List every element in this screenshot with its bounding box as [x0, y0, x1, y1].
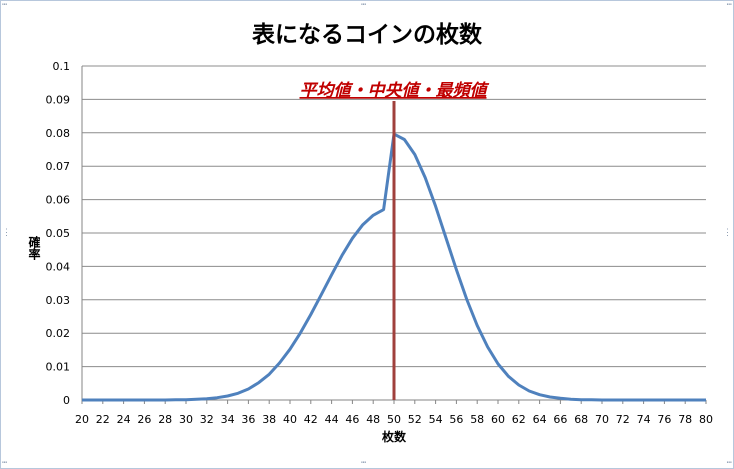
- y-tick-label: 0.1: [53, 60, 71, 73]
- x-tick-label: 74: [637, 413, 651, 426]
- x-tick-label: 22: [96, 413, 110, 426]
- x-tick-label: 66: [553, 413, 567, 426]
- chart-title: 表になるコインの枚数: [252, 21, 483, 48]
- resize-handle-top[interactable]: ⋯: [361, 0, 367, 10]
- resize-handle-bottom[interactable]: ⋯: [361, 458, 367, 468]
- x-tick-label: 42: [304, 413, 318, 426]
- y-tick-label: 0.03: [46, 294, 71, 307]
- y-tick-label: 0.08: [46, 127, 71, 140]
- x-tick-label: 64: [533, 413, 547, 426]
- resize-handle-left[interactable]: ⋮: [2, 228, 11, 238]
- x-tick-label: 34: [221, 413, 235, 426]
- x-tick-label: 32: [200, 413, 214, 426]
- y-tick-label: 0.09: [46, 93, 71, 106]
- y-tick-label: 0.02: [46, 327, 71, 340]
- x-tick-label: 80: [699, 413, 713, 426]
- y-tick-label: 0.04: [46, 260, 71, 273]
- x-tick-label: 26: [137, 413, 151, 426]
- mean-median-mode-label: 平均値・中央値・最頻値: [300, 81, 490, 101]
- resize-handle-bottom-right[interactable]: ⋯: [726, 458, 732, 468]
- x-tick-label: 48: [366, 413, 380, 426]
- x-tick-label: 40: [283, 413, 297, 426]
- resize-handle-top-left[interactable]: ⋯: [2, 0, 8, 10]
- x-tick-label: 36: [241, 413, 255, 426]
- x-tick-label: 54: [429, 413, 443, 426]
- y-tick-label: 0.06: [46, 194, 71, 207]
- x-tick-label: 50: [387, 413, 401, 426]
- x-tick-label: 56: [449, 413, 463, 426]
- x-tick-label: 58: [470, 413, 484, 426]
- x-tick-label: 70: [595, 413, 609, 426]
- x-tick-label: 30: [179, 413, 193, 426]
- y-tick-label: 0: [63, 394, 70, 407]
- x-tick-label: 62: [512, 413, 526, 426]
- x-tick-label: 60: [491, 413, 505, 426]
- x-tick-label: 78: [678, 413, 692, 426]
- x-tick-label: 24: [117, 413, 131, 426]
- x-tick-label: 72: [616, 413, 630, 426]
- x-tick-label: 44: [325, 413, 339, 426]
- x-tick-label: 76: [657, 413, 671, 426]
- x-tick-label: 20: [75, 413, 89, 426]
- x-tick-label: 52: [408, 413, 422, 426]
- x-tick-label: 38: [262, 413, 276, 426]
- x-axis-label: 枚数: [382, 429, 407, 444]
- y-axis-ticks: 0 0.01 0.02 0.03 0.04 0.05 0.06 0.07 0.08 0.09 0.1: [46, 60, 71, 407]
- x-tick-label: 46: [345, 413, 359, 426]
- y-axis-label: 確率: [27, 235, 41, 261]
- plot-area: [82, 101, 706, 402]
- y-tick-label: 0.07: [46, 160, 71, 173]
- resize-handle-right[interactable]: ⋮: [723, 228, 732, 238]
- x-tick-label: 28: [158, 413, 172, 426]
- x-axis-ticks: 20 22 24 26 28 30 32 34 36 38 40 42 44 46 48 50 52 54 56 58…: [75, 400, 713, 426]
- x-tick-label: 68: [574, 413, 588, 426]
- y-tick-label: 0.01: [46, 361, 71, 374]
- y-tick-label: 0.05: [46, 227, 71, 240]
- resize-handle-top-right[interactable]: ⋯: [726, 0, 732, 10]
- resize-handle-bottom-left[interactable]: ⋯: [2, 458, 8, 468]
